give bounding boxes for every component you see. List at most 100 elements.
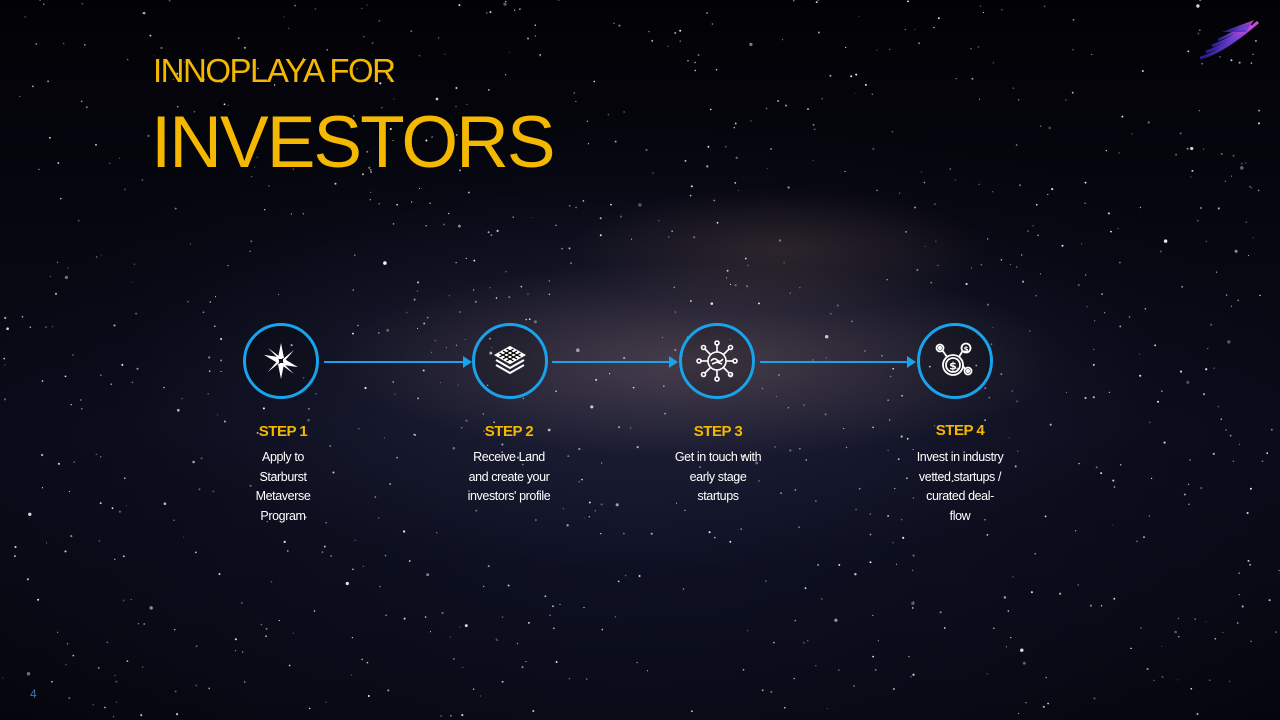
star	[385, 614, 387, 616]
star	[713, 536, 716, 539]
star	[910, 676, 912, 678]
star	[887, 399, 889, 401]
star	[1186, 147, 1189, 150]
star	[353, 115, 355, 117]
star	[734, 182, 737, 184]
star	[350, 674, 353, 676]
star	[1021, 254, 1023, 256]
star	[413, 298, 416, 301]
star	[118, 510, 121, 513]
star	[729, 540, 732, 543]
star	[516, 456, 519, 459]
star	[37, 598, 40, 601]
step-1-desc: Apply to Starburst Metaverse Program	[213, 448, 353, 526]
star	[377, 332, 380, 334]
star	[895, 563, 898, 565]
star	[403, 530, 406, 533]
connector-3-4	[760, 361, 908, 363]
star	[1249, 186, 1251, 188]
star	[418, 54, 421, 57]
star	[292, 632, 294, 634]
star	[141, 178, 144, 181]
star	[1086, 306, 1088, 308]
star	[588, 501, 591, 504]
star	[1022, 280, 1025, 283]
star	[1198, 110, 1201, 112]
star	[1136, 540, 1138, 543]
star	[757, 479, 761, 482]
star	[177, 106, 179, 108]
star	[234, 638, 237, 641]
star	[1016, 450, 1019, 452]
star	[568, 677, 571, 680]
star	[1161, 676, 1164, 678]
star	[1238, 61, 1241, 64]
star	[452, 447, 456, 450]
star	[864, 83, 867, 86]
star	[1278, 570, 1280, 572]
star	[562, 508, 564, 510]
star	[784, 707, 786, 709]
star	[630, 238, 633, 240]
star	[854, 92, 856, 94]
star	[417, 397, 420, 400]
star	[482, 585, 485, 588]
star	[1199, 0, 1202, 2]
star	[707, 145, 710, 148]
star	[1200, 487, 1203, 490]
star	[891, 130, 894, 133]
network-handshake-icon	[696, 340, 738, 382]
star	[1117, 228, 1119, 230]
star	[434, 339, 437, 342]
star	[504, 0, 507, 3]
star	[829, 74, 832, 77]
star	[1163, 441, 1166, 444]
star	[948, 493, 951, 496]
star	[501, 616, 504, 619]
step-1-desc-line: Starburst	[259, 469, 307, 484]
star	[778, 239, 782, 242]
star	[1174, 630, 1177, 634]
star	[507, 584, 510, 587]
star	[874, 669, 877, 671]
star	[450, 715, 452, 717]
star	[578, 447, 581, 451]
star	[356, 79, 358, 81]
star	[1009, 263, 1011, 265]
star	[389, 127, 392, 131]
star	[54, 292, 58, 295]
star	[123, 188, 127, 191]
star	[3, 357, 5, 360]
star	[292, 168, 294, 170]
star	[70, 404, 72, 406]
star	[817, 31, 820, 34]
star	[273, 473, 276, 476]
star	[482, 430, 485, 432]
star	[555, 661, 558, 663]
step-1-label: STEP 1	[258, 423, 308, 440]
star	[455, 344, 457, 346]
star	[426, 573, 430, 577]
star	[358, 428, 360, 430]
star	[775, 395, 777, 397]
star	[761, 387, 764, 390]
star	[405, 311, 408, 314]
star	[1257, 122, 1261, 125]
star	[826, 707, 828, 710]
star	[501, 443, 504, 446]
star	[636, 662, 638, 664]
star	[513, 9, 516, 11]
star	[889, 419, 891, 421]
star	[1092, 396, 1095, 399]
star	[691, 710, 693, 713]
star	[912, 673, 915, 676]
step-2-desc-line: and create your	[468, 469, 550, 484]
star	[777, 100, 780, 102]
star	[636, 446, 639, 449]
star	[1018, 713, 1020, 715]
star	[3, 398, 7, 401]
star	[1112, 479, 1115, 482]
star	[1141, 69, 1144, 73]
star	[489, 11, 492, 14]
